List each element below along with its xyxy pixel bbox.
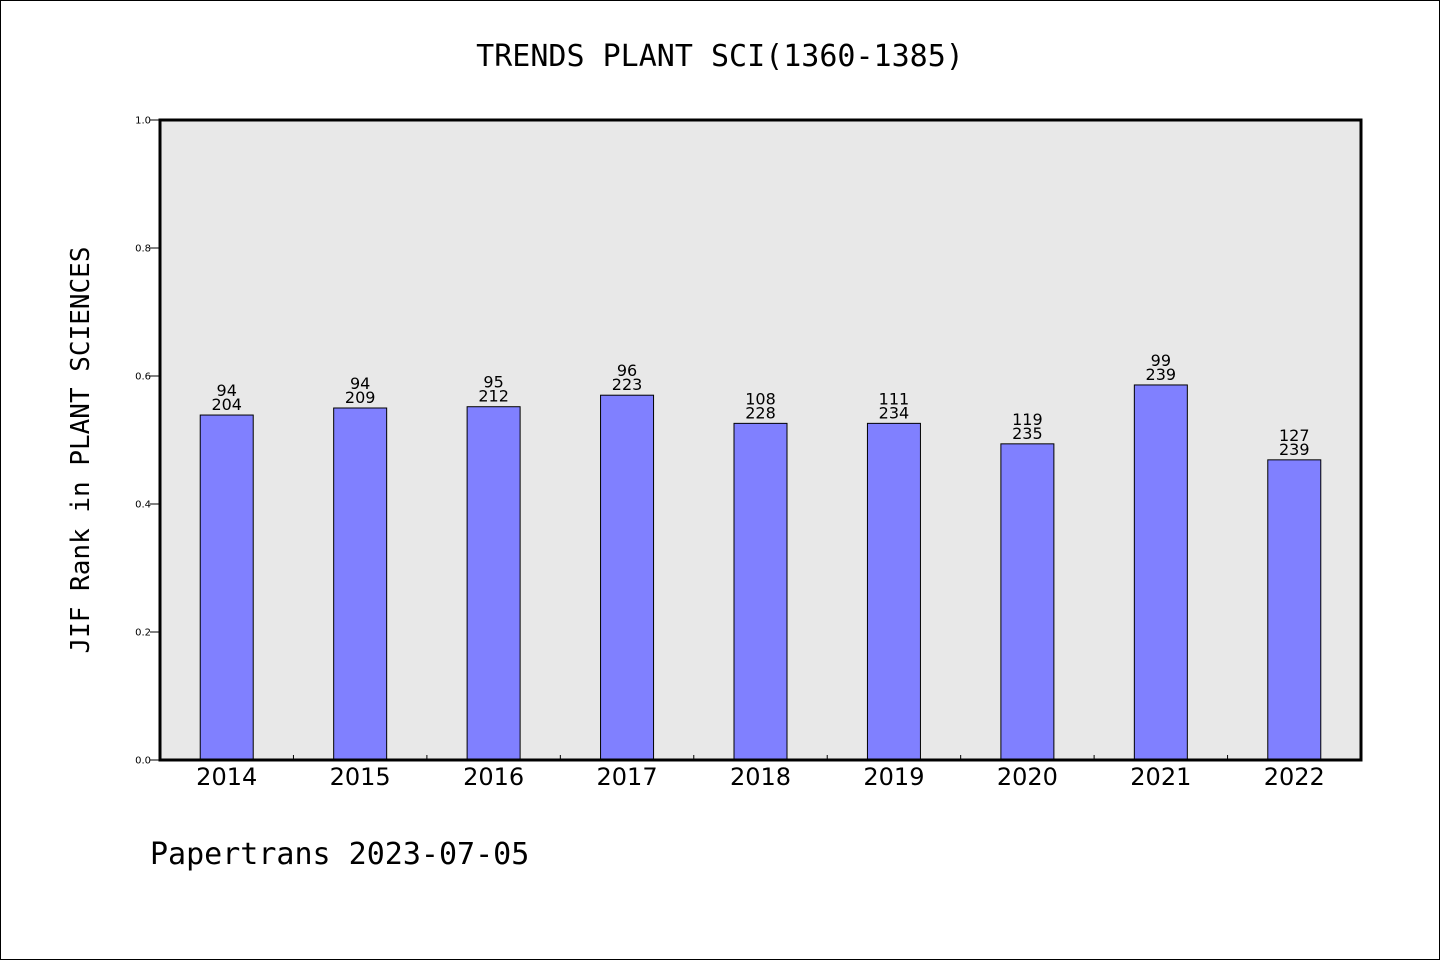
bar-total-label: 239 bbox=[1279, 440, 1310, 459]
plot-border bbox=[158, 118, 1363, 762]
bar-total-label: 204 bbox=[211, 395, 242, 414]
bar-2022 bbox=[1267, 459, 1322, 761]
bar-rank-label: 119 bbox=[1012, 410, 1043, 429]
bar-total-label: 239 bbox=[1146, 365, 1177, 384]
bar-rank-label: 95 bbox=[483, 373, 503, 392]
bar-2014 bbox=[199, 414, 254, 761]
footer-text: Papertrans 2023-07-05 bbox=[150, 837, 529, 872]
x-tick-label: 2015 bbox=[330, 763, 391, 791]
x-tick-label: 2017 bbox=[597, 763, 658, 791]
bar-total-label: 209 bbox=[345, 388, 376, 407]
y-tick-label: 1.0 bbox=[135, 116, 151, 127]
bar-2021 bbox=[1133, 384, 1188, 761]
y-tick-label: 0.2 bbox=[135, 628, 151, 639]
x-tick-label: 2020 bbox=[997, 763, 1058, 791]
bar-rank-label: 127 bbox=[1279, 426, 1310, 445]
x-tick-label: 2022 bbox=[1264, 763, 1325, 791]
x-tick-label: 2014 bbox=[196, 763, 257, 791]
bar-2018 bbox=[733, 422, 788, 761]
bar-2016 bbox=[466, 406, 521, 761]
bar-total-label: 223 bbox=[612, 375, 643, 394]
y-axis-ticks: 0.0 0.2 0.4 0.6 0.8 1.0 bbox=[135, 116, 160, 767]
chart-title: TRENDS PLANT SCI(1360-1385) bbox=[476, 39, 964, 74]
y-axis-label: JIF Rank in PLANT SCIENCES bbox=[66, 247, 96, 654]
bar-rank-label: 96 bbox=[617, 361, 637, 380]
bar-rank-label: 108 bbox=[745, 389, 776, 408]
bar-2017 bbox=[600, 394, 655, 761]
bar-total-label: 228 bbox=[745, 403, 776, 422]
bar-total-label: 235 bbox=[1012, 424, 1043, 443]
bar-2020 bbox=[1000, 443, 1055, 761]
y-tick-label: 0.4 bbox=[135, 500, 151, 511]
x-tick-label: 2016 bbox=[463, 763, 524, 791]
x-tick-label: 2021 bbox=[1130, 763, 1191, 791]
y-tick-label: 0.0 bbox=[135, 756, 151, 767]
bar-rank-label: 99 bbox=[1151, 351, 1171, 370]
bar-rank-label: 94 bbox=[217, 381, 237, 400]
bar-2019 bbox=[866, 422, 921, 761]
bar-2015 bbox=[333, 407, 388, 761]
y-tick-label: 0.6 bbox=[135, 372, 151, 383]
bar-rank-label: 94 bbox=[350, 374, 370, 393]
bar-total-label: 212 bbox=[478, 387, 509, 406]
y-tick-label: 0.8 bbox=[135, 244, 151, 255]
x-tick-label: 2019 bbox=[863, 763, 924, 791]
bar-total-label: 234 bbox=[879, 403, 910, 422]
x-tick-label: 2018 bbox=[730, 763, 791, 791]
bar-rank-label: 111 bbox=[879, 389, 910, 408]
x-axis-ticks: 2014 2015 2016 2017 2018 2019 2020 2021 2022 bbox=[196, 755, 1325, 791]
